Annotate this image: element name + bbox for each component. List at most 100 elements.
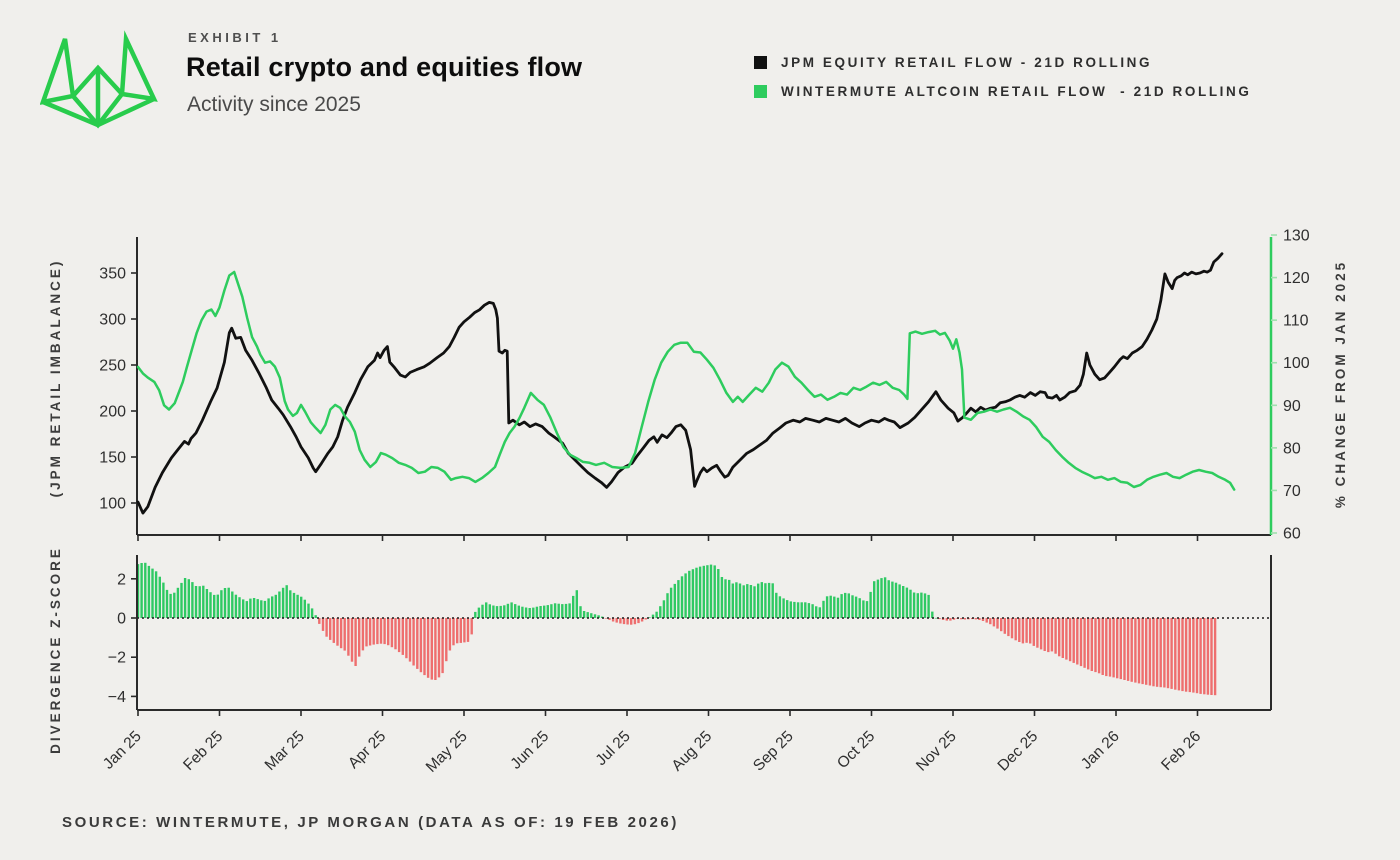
zscore-bar — [546, 605, 549, 618]
zscore-bar — [728, 579, 731, 618]
zscore-bar — [666, 593, 669, 618]
zscore-bar — [390, 618, 394, 648]
zscore-bar — [510, 602, 513, 618]
zscore-bar — [227, 587, 230, 618]
zscore-bar — [216, 594, 219, 618]
zscore-bar — [880, 578, 883, 618]
zscore-bar — [474, 611, 477, 618]
zscore-bar — [292, 592, 296, 618]
zscore-bar — [706, 565, 709, 618]
zscore-bar — [1184, 618, 1188, 692]
zscore-bar — [760, 582, 763, 618]
x-axis-tick-label: Nov 25 — [913, 728, 960, 775]
zscore-bar — [456, 618, 459, 644]
zscore-bar — [873, 581, 876, 618]
zscore-bar — [622, 618, 626, 625]
zscore-bar — [630, 618, 633, 625]
zscore-bar — [492, 605, 495, 618]
zscore-bar — [1014, 618, 1017, 641]
zscore-bar — [165, 589, 169, 618]
zscore-bar — [934, 617, 938, 619]
zscore-bar — [162, 582, 165, 618]
x-axis-tick-label: Jan 25 — [100, 728, 145, 773]
zscore-bar — [822, 600, 825, 618]
zscore-bar — [579, 606, 582, 618]
zscore-bar — [775, 592, 778, 618]
zscore-bar — [1025, 618, 1028, 643]
zscore-bar — [1203, 618, 1206, 695]
zscore-bar — [662, 600, 666, 618]
zscore-bar — [169, 593, 172, 618]
zscore-bar — [771, 583, 774, 618]
zscore-bar — [231, 591, 234, 618]
zscore-bar — [1029, 618, 1032, 644]
zscore-bar — [847, 593, 850, 618]
x-axis-tick-label: Oct 25 — [834, 728, 878, 772]
zscore-bar — [626, 618, 629, 625]
zscore-bar — [1206, 618, 1210, 695]
zscore-bar — [517, 605, 520, 618]
zscore-bar — [698, 566, 702, 618]
zscore-bar — [140, 563, 143, 618]
zscore-bar — [1130, 618, 1133, 682]
zscore-bar — [568, 603, 571, 618]
zscore-bar — [401, 618, 404, 655]
zscore-bar — [1170, 618, 1173, 689]
x-axis-tick-label: Dec 25 — [995, 728, 1042, 775]
x-axis-tick-label: Jun 25 — [507, 728, 552, 773]
zscore-bar — [1010, 618, 1014, 639]
zscore-axis-tick-label: −2 — [108, 650, 126, 667]
zscore-bar — [1188, 618, 1191, 693]
zscore-bar — [865, 601, 869, 618]
zscore-bar — [437, 618, 441, 678]
zscore-bar — [423, 618, 426, 676]
zscore-bar — [354, 618, 357, 666]
zscore-bar — [611, 618, 615, 622]
jpm-series-line — [136, 252, 1224, 515]
zscore-bar — [213, 594, 216, 618]
zscore-bar — [256, 599, 259, 618]
zscore-bar — [1119, 618, 1122, 680]
zscore-bar — [408, 618, 412, 662]
zscore-bar — [361, 618, 365, 651]
zscore-bar — [1058, 618, 1061, 657]
zscore-bar — [786, 600, 789, 618]
zscore-bar — [147, 565, 151, 618]
zscore-bar — [223, 588, 227, 618]
zscore-bar — [793, 601, 796, 618]
zscore-bar — [1090, 618, 1093, 671]
zscore-bar — [851, 595, 854, 618]
zscore-bar — [749, 585, 753, 618]
zscore-bar — [332, 618, 335, 643]
zscore-bar — [898, 584, 901, 618]
zscore-bar — [336, 618, 339, 646]
page-subtitle: Activity since 2025 — [187, 93, 361, 116]
page-title: Retail crypto and equities flow — [186, 52, 583, 82]
zscore-bar — [974, 618, 977, 620]
zscore-bar — [183, 578, 187, 618]
zscore-bar — [1068, 618, 1072, 662]
zscore-bar — [209, 592, 212, 618]
zscore-bar — [1112, 618, 1115, 678]
zscore-bar — [963, 618, 967, 620]
right-axis-tick-label: 80 — [1283, 440, 1301, 457]
zscore-bar — [339, 618, 343, 649]
zscore-bar — [154, 571, 158, 618]
zscore-bar — [285, 585, 288, 618]
zscore-bar — [343, 618, 346, 651]
legend-item-label: JPM EQUITY RETAIL FLOW - 21D ROLLING — [781, 55, 1153, 70]
right-axis-tick-label: 60 — [1283, 526, 1301, 543]
zscore-bar — [514, 604, 517, 618]
left-axis-tick-label: 100 — [99, 496, 126, 513]
legend: JPM EQUITY RETAIL FLOW - 21D ROLLING WIN… — [754, 55, 1251, 113]
zscore-bar — [1116, 618, 1119, 679]
zscore-bar — [815, 606, 818, 618]
zscore-bar — [553, 603, 557, 618]
zscore-bar — [441, 618, 444, 674]
left-axis-tick-label: 300 — [99, 312, 126, 329]
zscore-bar — [1083, 618, 1086, 668]
zscore-bar — [633, 618, 637, 625]
zscore-bar — [713, 565, 716, 618]
zscore-bar — [314, 615, 317, 618]
zscore-bar — [720, 577, 724, 618]
